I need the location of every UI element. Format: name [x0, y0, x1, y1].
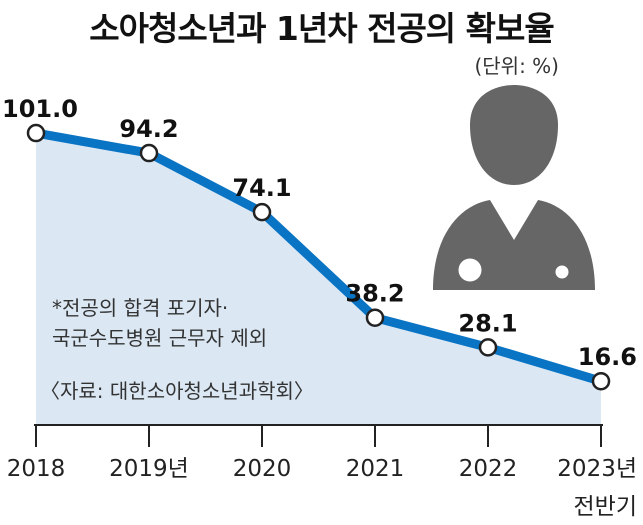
doctor-stethoscope-icon — [433, 85, 595, 290]
x-tick-label: 2019년 — [109, 456, 189, 482]
series-line — [31, 128, 606, 386]
x-tick-label: 2021 — [346, 456, 405, 482]
data-point-marker — [26, 123, 46, 143]
data-label: 38.2 — [345, 280, 404, 308]
data-label: 74.1 — [232, 174, 291, 202]
data-labels: 101.0 94.2 74.1 38.2 28.1 16.6 — [2, 95, 637, 371]
unit-note: (단위: %) — [474, 54, 559, 78]
x-axis-ticks — [35, 425, 602, 447]
data-point-marker — [478, 338, 498, 357]
data-label: 28.1 — [458, 309, 517, 337]
data-point-marker — [591, 371, 611, 391]
data-point-marker — [139, 143, 159, 163]
data-label: 101.0 — [2, 95, 78, 123]
x-tick-label: 2018 — [7, 456, 66, 482]
series-markers — [26, 123, 611, 391]
x-tick-label: 2020 — [233, 456, 292, 482]
source-note: 〈자료: 대한소아청소년과학회〉 — [40, 379, 314, 403]
x-tick-label: 2022 — [459, 456, 518, 482]
data-point-marker — [365, 308, 385, 327]
footnote-line-2: 국군수도병원 근무자 제외 — [52, 326, 268, 350]
footnote-line-1: *전공의 합격 포기자· — [52, 296, 229, 320]
data-label: 16.6 — [578, 343, 637, 371]
x-tick-label: 2023년 전반기 — [557, 456, 637, 520]
data-point-marker — [252, 202, 272, 222]
x-axis-tick-labels: 2018 2019년 2020 2021 2022 2023년 전반기 — [7, 456, 637, 520]
chart-area-fill — [36, 133, 601, 425]
chart-title: 소아청소년과 1년차 전공의 확보율 — [89, 9, 554, 48]
data-label: 94.2 — [119, 115, 178, 143]
